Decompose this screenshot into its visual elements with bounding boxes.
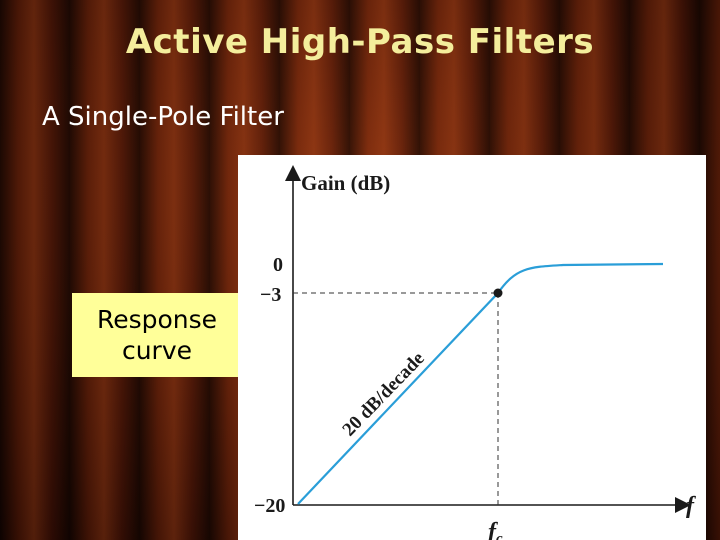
y-tick-0: 0 [273, 254, 283, 276]
x-axis-label: f [686, 493, 696, 519]
slide-title: Active High-Pass Filters [125, 22, 595, 62]
response-curve-callout: Response curve [72, 293, 242, 377]
callout-line-2: curve [121, 336, 193, 365]
cutoff-label-subscript: c [496, 531, 503, 540]
cutoff-label: fc [488, 519, 503, 540]
slope-label: 20 dB/decade [338, 348, 428, 440]
response-curve [297, 262, 664, 505]
cutoff-point [493, 288, 503, 298]
y-axis-label: Gain (dB) [301, 171, 390, 195]
slide-subtitle: A Single-Pole Filter [42, 102, 284, 132]
cutoff-label-f: f [488, 519, 498, 540]
y-tick-minus-20: −20 [254, 495, 285, 517]
response-diagram-panel: Gain (dB) 0 −3 −20 f 20 dB/decade fc [238, 155, 706, 540]
response-diagram: Gain (dB) 0 −3 −20 f 20 dB/decade fc [254, 165, 696, 540]
y-tick-minus-3: −3 [260, 284, 281, 306]
callout-line-1: Response [96, 304, 218, 334]
